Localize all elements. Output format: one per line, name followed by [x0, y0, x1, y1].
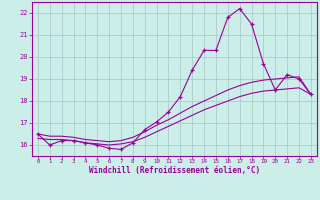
X-axis label: Windchill (Refroidissement éolien,°C): Windchill (Refroidissement éolien,°C) [89, 166, 260, 175]
